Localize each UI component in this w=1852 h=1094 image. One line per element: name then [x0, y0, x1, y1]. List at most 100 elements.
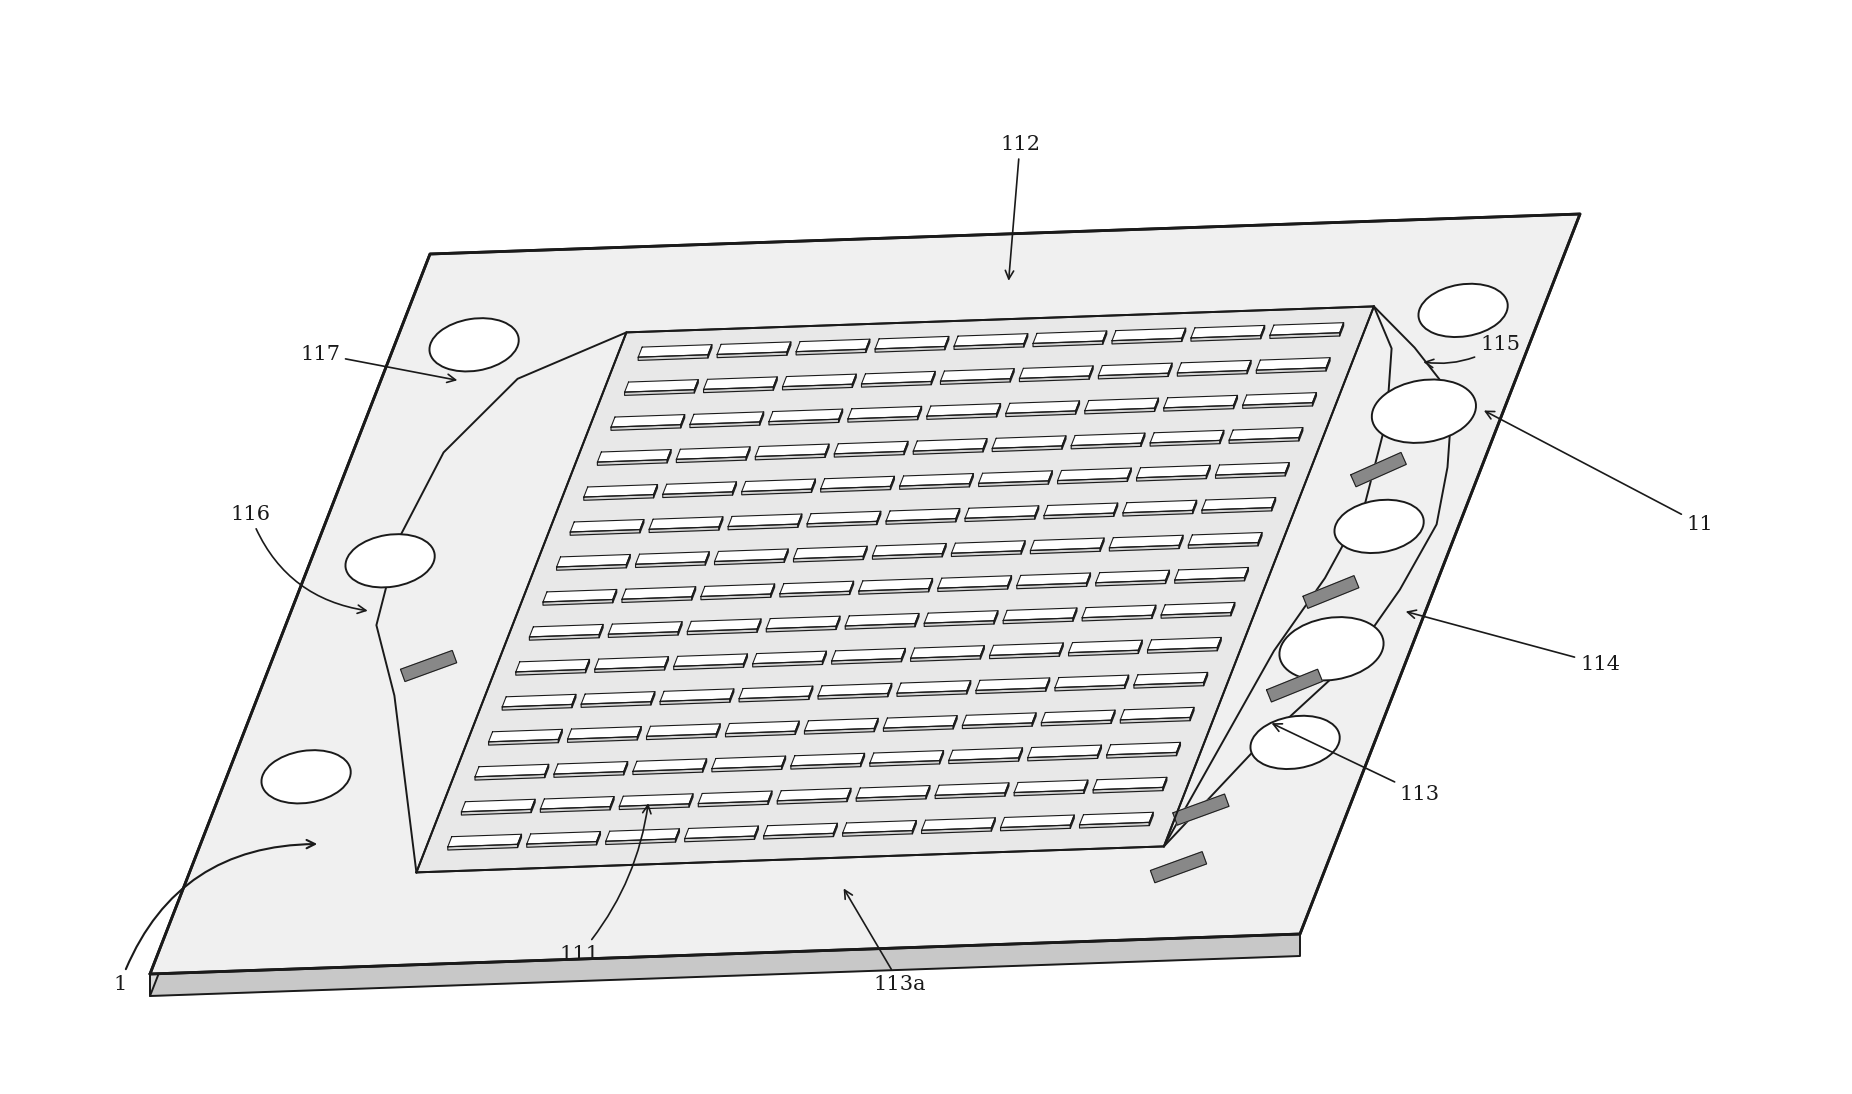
Polygon shape — [926, 785, 930, 799]
Polygon shape — [663, 492, 733, 498]
Polygon shape — [1285, 463, 1289, 476]
Polygon shape — [976, 688, 1046, 694]
Polygon shape — [489, 740, 557, 745]
Polygon shape — [780, 591, 850, 597]
Polygon shape — [932, 371, 935, 385]
Polygon shape — [852, 374, 856, 387]
Polygon shape — [954, 715, 957, 729]
Polygon shape — [461, 800, 535, 812]
Polygon shape — [1030, 538, 1104, 550]
Polygon shape — [820, 476, 895, 489]
Polygon shape — [763, 834, 833, 839]
Polygon shape — [1150, 852, 1206, 883]
Polygon shape — [1083, 780, 1087, 793]
Polygon shape — [891, 476, 895, 490]
Polygon shape — [1070, 815, 1074, 828]
Polygon shape — [619, 794, 693, 806]
Polygon shape — [1298, 428, 1302, 441]
Text: 113: 113 — [1272, 724, 1441, 803]
Polygon shape — [922, 828, 991, 834]
Polygon shape — [1150, 430, 1224, 443]
Polygon shape — [502, 705, 572, 710]
Polygon shape — [861, 371, 935, 384]
Polygon shape — [541, 806, 609, 812]
Polygon shape — [704, 387, 774, 393]
Polygon shape — [554, 761, 628, 775]
Polygon shape — [650, 691, 656, 705]
Polygon shape — [948, 748, 1022, 760]
Polygon shape — [1028, 755, 1098, 760]
Polygon shape — [1169, 363, 1172, 376]
Polygon shape — [717, 724, 720, 737]
Polygon shape — [1019, 748, 1022, 761]
Polygon shape — [698, 801, 769, 806]
Polygon shape — [876, 336, 948, 349]
Polygon shape — [859, 589, 928, 594]
Text: 117: 117 — [300, 345, 456, 383]
Text: 116: 116 — [230, 504, 367, 614]
Polygon shape — [594, 656, 669, 670]
Polygon shape — [945, 336, 948, 350]
Polygon shape — [1020, 540, 1026, 554]
Polygon shape — [1006, 400, 1080, 414]
Polygon shape — [1113, 503, 1119, 516]
Polygon shape — [804, 729, 874, 734]
Polygon shape — [557, 555, 630, 567]
Polygon shape — [763, 824, 837, 836]
Polygon shape — [963, 713, 1035, 725]
Polygon shape — [752, 661, 822, 667]
Polygon shape — [1041, 710, 1115, 723]
Polygon shape — [674, 654, 748, 666]
Polygon shape — [922, 817, 995, 830]
Polygon shape — [978, 481, 1048, 487]
Polygon shape — [872, 544, 946, 556]
Polygon shape — [1180, 535, 1183, 548]
Polygon shape — [474, 765, 548, 777]
Polygon shape — [995, 610, 998, 624]
Polygon shape — [1093, 778, 1167, 790]
Polygon shape — [719, 516, 722, 531]
Polygon shape — [1009, 369, 1015, 382]
Polygon shape — [1033, 341, 1102, 347]
Polygon shape — [1007, 575, 1011, 589]
Polygon shape — [711, 766, 782, 772]
Polygon shape — [637, 726, 641, 740]
Text: 11: 11 — [1485, 411, 1713, 534]
Polygon shape — [726, 721, 800, 734]
Polygon shape — [706, 551, 709, 566]
Polygon shape — [1150, 812, 1154, 826]
Polygon shape — [711, 756, 785, 769]
Polygon shape — [622, 586, 696, 600]
Polygon shape — [943, 544, 946, 557]
Polygon shape — [572, 695, 576, 708]
Polygon shape — [687, 619, 761, 631]
Polygon shape — [935, 793, 1006, 799]
Polygon shape — [769, 791, 772, 804]
Polygon shape — [896, 690, 967, 697]
Polygon shape — [965, 516, 1035, 522]
Polygon shape — [639, 354, 707, 360]
Polygon shape — [1000, 815, 1074, 827]
Polygon shape — [1059, 643, 1063, 656]
Polygon shape — [743, 654, 748, 667]
Polygon shape — [1109, 545, 1180, 551]
Polygon shape — [1122, 511, 1193, 516]
Polygon shape — [607, 631, 678, 638]
Polygon shape — [676, 457, 746, 463]
Polygon shape — [1015, 780, 1087, 792]
Polygon shape — [1120, 718, 1191, 723]
Polygon shape — [676, 446, 750, 459]
Polygon shape — [870, 750, 943, 764]
Polygon shape — [885, 509, 959, 521]
Polygon shape — [915, 614, 919, 627]
Polygon shape — [1000, 825, 1070, 830]
Polygon shape — [730, 689, 733, 702]
Polygon shape — [783, 384, 852, 389]
Polygon shape — [1102, 330, 1107, 345]
Polygon shape — [843, 820, 917, 833]
Polygon shape — [1133, 673, 1208, 685]
Polygon shape — [1339, 323, 1343, 336]
Polygon shape — [1148, 638, 1220, 650]
Polygon shape — [885, 519, 956, 524]
Polygon shape — [941, 369, 1015, 381]
